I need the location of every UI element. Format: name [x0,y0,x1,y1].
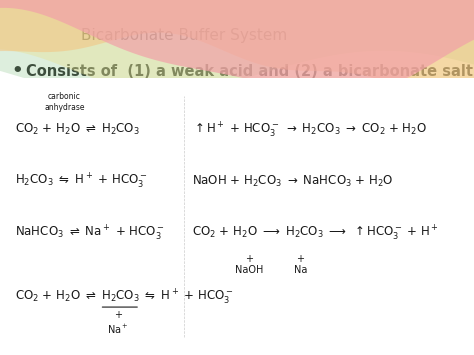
Text: Bicarbonate Buffer System: Bicarbonate Buffer System [81,28,287,43]
Text: NaOH + H$_2$CO$_3$ $\rightarrow$ NaHCO$_3$ + H$_2$O: NaOH + H$_2$CO$_3$ $\rightarrow$ NaHCO$_… [191,174,393,189]
Polygon shape [0,0,474,78]
Text: H$_2$CO$_3$ $\leftrightharpoons$ H$^+$ + HCO$_3^-$: H$_2$CO$_3$ $\leftrightharpoons$ H$^+$ +… [15,172,147,190]
Text: carbonic
anhydrase: carbonic anhydrase [44,92,85,112]
Text: CO$_2$ + H$_2$O $\rightleftharpoons$ H$_2$CO$_3$: CO$_2$ + H$_2$O $\rightleftharpoons$ H$_… [15,122,139,137]
Text: CO$_2$ + H$_2$O $\rightleftharpoons$ H$_2$CO$_3$ $\leftrightharpoons$ H$^+$ + HC: CO$_2$ + H$_2$O $\rightleftharpoons$ H$_… [15,287,233,306]
Text: +
Na$^+$: + Na$^+$ [107,310,129,336]
Polygon shape [0,0,474,78]
Text: Consists of  (1) a weak acid and (2) a bicarbonate salt: Consists of (1) a weak acid and (2) a bi… [26,64,473,78]
Polygon shape [0,0,474,78]
Polygon shape [0,0,474,78]
Text: •: • [11,62,23,80]
Text: +
NaOH: + NaOH [235,254,263,275]
Text: +
Na: + Na [294,254,307,275]
Text: $\uparrow$H$^+$ + HCO$_3^-$ $\rightarrow$ H$_2$CO$_3$ $\rightarrow$ CO$_2$ + H$_: $\uparrow$H$^+$ + HCO$_3^-$ $\rightarrow… [191,120,427,139]
Text: CO$_2$ + H$_2$O $\longrightarrow$ H$_2$CO$_3$ $\longrightarrow$ $\uparrow$HCO$_3: CO$_2$ + H$_2$O $\longrightarrow$ H$_2$C… [191,223,438,242]
Text: NaHCO$_3$ $\rightleftharpoons$ Na$^+$ + HCO$_3^-$: NaHCO$_3$ $\rightleftharpoons$ Na$^+$ + … [15,223,164,242]
